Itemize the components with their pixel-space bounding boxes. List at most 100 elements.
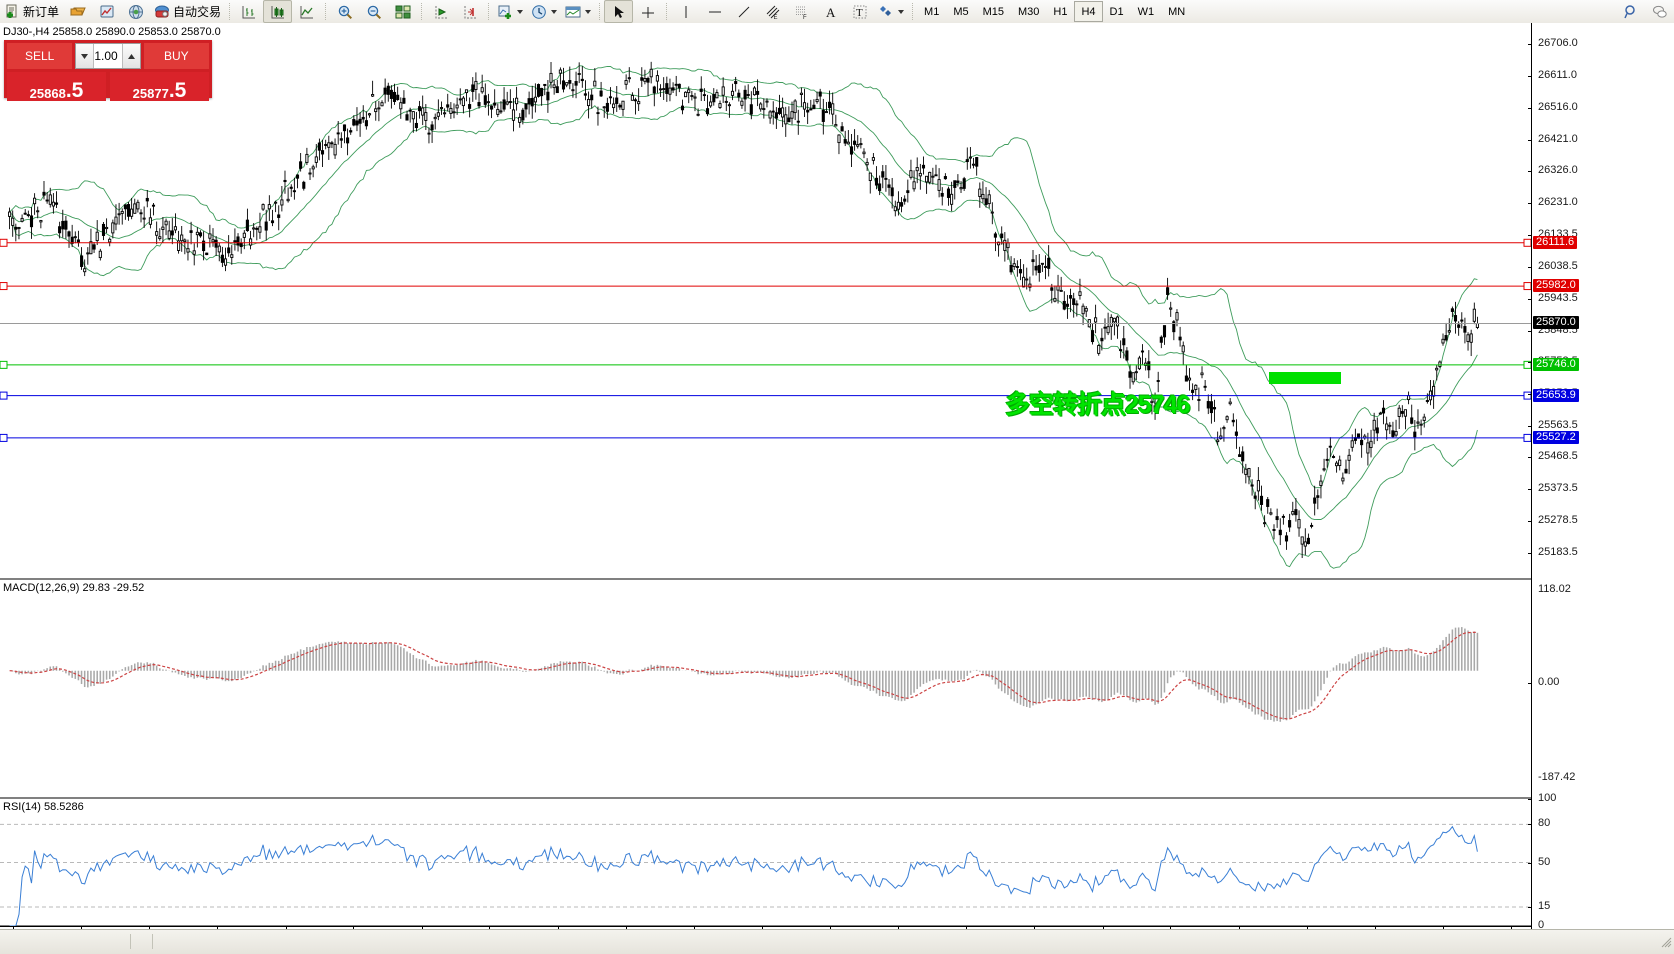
price-level-tag-25653-9[interactable]: 25653.9 (1533, 388, 1579, 402)
toolbar-separator (488, 3, 490, 20)
horizontal-line-button[interactable] (700, 0, 729, 23)
trade-prices-row: 25868 .5 25877 .5 (4, 72, 212, 104)
zoom-in-icon (337, 4, 353, 20)
folder-icon (69, 4, 86, 20)
chart-window[interactable]: DJ30-,H4 25858.0 25890.0 25853.0 25870.0… (0, 23, 1674, 953)
chevron-down-icon[interactable] (585, 9, 592, 14)
equidistant-channel-button[interactable]: E (758, 0, 787, 23)
text-label-button[interactable]: A (816, 0, 845, 23)
resize-grip-icon[interactable] (1660, 936, 1672, 948)
chevron-down-icon[interactable] (551, 9, 558, 14)
chevron-down-icon[interactable] (898, 9, 905, 14)
chevron-down-icon[interactable] (517, 9, 524, 14)
rsi-tick (1528, 824, 1532, 826)
timeframe-mn[interactable]: MN (1168, 5, 1186, 18)
price-tick (1528, 76, 1532, 78)
crosshair-button[interactable] (633, 0, 662, 23)
period-button[interactable] (527, 0, 561, 23)
price-tick (1528, 202, 1532, 204)
search-icon (1623, 4, 1639, 20)
shift-start-icon (433, 4, 449, 20)
price-axis[interactable]: 26706.0 26611.0 26516.0 26421.0 26326.0 26231… (1528, 23, 1674, 931)
timeframe-h4[interactable]: H4 (1074, 1, 1103, 22)
price-tick (1528, 362, 1532, 364)
price-tick-label: 25943.5 (1538, 291, 1578, 304)
rsi-tick-label: 0 (1538, 919, 1545, 931)
new-order-button[interactable]: 新订单 (0, 0, 63, 23)
chat-button[interactable] (1645, 0, 1674, 23)
rsi-indicator-label: RSI(14) 58.5286 (3, 801, 84, 813)
price-tick (1528, 520, 1532, 522)
folder-button[interactable] (63, 0, 92, 23)
shift-start-button[interactable] (426, 0, 455, 23)
buy-button[interactable]: BUY (143, 43, 209, 69)
toolbar-group-indicators (493, 0, 595, 23)
autotrade-button[interactable]: 自动交易 (150, 0, 225, 23)
add-indicator-icon (497, 4, 513, 20)
timeframe-h1[interactable]: H1 (1053, 5, 1068, 18)
tile-windows-button[interactable] (388, 0, 417, 23)
hline-icon (707, 4, 723, 20)
chart-plot-area[interactable]: DJ30-,H4 25858.0 25890.0 25853.0 25870.0… (0, 23, 1531, 929)
price-tick-label: 25468.5 (1538, 450, 1578, 463)
add-indicator-button[interactable] (493, 0, 527, 23)
buy-price-integer: 25877 (132, 86, 169, 101)
volume-increase-button[interactable] (121, 44, 140, 68)
price-level-tag-25527-2[interactable]: 25527.2 (1533, 430, 1579, 444)
shift-end-button[interactable] (455, 0, 484, 23)
price-tick (1528, 298, 1532, 300)
vertical-line-button[interactable] (671, 0, 700, 23)
volume-decrease-button[interactable] (76, 44, 95, 68)
sell-price-box[interactable]: 25868 .5 (7, 72, 106, 101)
globe-button[interactable] (121, 0, 150, 23)
buy-price-box[interactable]: 25877 .5 (110, 72, 209, 101)
volume-stepper[interactable]: 1.00 (75, 43, 141, 69)
bar-chart-button[interactable] (234, 0, 263, 23)
chart-canvas (0, 61, 1531, 927)
rsi-tick (1528, 862, 1532, 864)
price-tick (1528, 552, 1532, 554)
rsi-tick (1528, 799, 1532, 800)
price-level-tag-25982-0[interactable]: 25982.0 (1533, 279, 1579, 293)
price-tick-label: 26326.0 (1538, 164, 1578, 177)
profile-button[interactable] (92, 0, 121, 23)
price-level-tag-25746-0[interactable]: 25746.0 (1533, 357, 1579, 371)
toolbar-group-tools (604, 0, 662, 23)
timeframe-m1[interactable]: M1 (924, 5, 940, 18)
timeframe-m5[interactable]: M5 (953, 5, 969, 18)
macd-indicator-label: MACD(12,26,9) 29.83 -29.52 (3, 582, 145, 594)
one-click-trading-panel[interactable]: SELL 1.00 BUY 25868 .5 (4, 40, 212, 101)
price-tick (1528, 425, 1532, 427)
price-level-tag-25870-0[interactable]: 25870.0 (1533, 316, 1579, 330)
rsi-tick (1528, 906, 1532, 908)
shift-end-icon (462, 4, 478, 20)
fibonacci-button[interactable]: F (787, 0, 816, 23)
timeframe-d1[interactable]: D1 (1109, 5, 1124, 18)
zoom-in-button[interactable] (330, 0, 359, 23)
new-order-icon (4, 4, 20, 20)
timeframe-m15[interactable]: M15 (982, 5, 1004, 18)
candlestick-chart-button[interactable] (263, 0, 293, 23)
sell-button[interactable]: SELL (7, 43, 73, 69)
chat-icon (1652, 4, 1668, 20)
trendline-button[interactable] (729, 0, 758, 23)
search-button[interactable] (1616, 0, 1645, 23)
line-chart-button[interactable] (292, 0, 321, 23)
templates-button[interactable] (561, 0, 595, 23)
text-button[interactable]: T (845, 0, 874, 23)
rsi-tick-label: 15 (1538, 899, 1551, 912)
price-tick (1528, 394, 1532, 396)
pivot-annotation-text: 多空转折点25746 (1005, 391, 1191, 419)
price-level-tag-26111-6[interactable]: 26111.6 (1533, 235, 1578, 249)
cursor-button[interactable] (604, 0, 634, 23)
zoom-out-button[interactable] (359, 0, 388, 23)
line-chart-icon (299, 4, 315, 20)
timeframe-m30[interactable]: M30 (1018, 5, 1040, 18)
toolbar-group-shift (426, 0, 484, 23)
macd-tick-label: -187.42 (1538, 771, 1576, 783)
objects-button[interactable] (874, 0, 908, 23)
timeframe-w1[interactable]: W1 (1137, 5, 1155, 18)
volume-value[interactable]: 1.00 (94, 49, 118, 63)
period-icon (531, 4, 547, 20)
rsi-tick-label: 100 (1538, 792, 1557, 804)
